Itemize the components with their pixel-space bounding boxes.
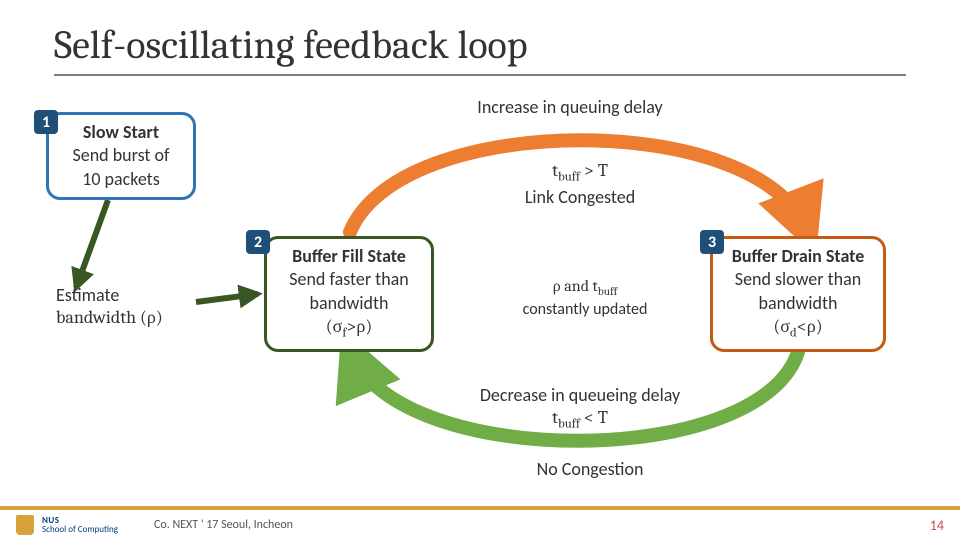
annot-bottom-tbuff: tbuff < T <box>430 407 730 433</box>
box3-line2: Send slower than <box>723 268 873 291</box>
annot-top-tbuff: tbuff > T <box>470 160 690 186</box>
annot-top-label: Increase in queuing delay <box>410 96 730 119</box>
title-block: Self-oscillating feedback loop <box>54 22 906 76</box>
nus-logo-text: NUS School of Computing <box>42 516 118 534</box>
box1-title: Slow Start <box>59 121 183 144</box>
annot-no-congestion: No Congestion <box>500 458 680 481</box>
annot-mid-l1: ρ and tbuff <box>490 276 680 300</box>
box1-line3: 10 packets <box>59 168 183 191</box>
annot-bottom-label: Decrease in queueing delay tbuff < T <box>430 384 730 432</box>
box3-formula: (σd<ρ) <box>723 315 873 342</box>
slide-title: Self-oscillating feedback loop <box>54 22 906 68</box>
state-box-slow-start: Slow Start Send burst of 10 packets <box>46 112 196 200</box>
footer-conference: Co. NEXT ' 17 Seoul, Incheon <box>154 518 293 532</box>
title-underline <box>54 74 906 76</box>
box2-line2: Send faster than <box>277 268 421 291</box>
box2-formula: (σf>ρ) <box>277 315 421 342</box>
nus-logo-icon <box>16 515 34 535</box>
box3-line3: bandwidth <box>723 292 873 315</box>
footer-left: NUS School of Computing Co. NEXT ' 17 Se… <box>16 515 293 535</box>
annot-estimate-bandwidth: Estimate bandwidth (ρ) <box>56 284 196 329</box>
badge-2: 2 <box>246 230 270 254</box>
annot-top-congested: tbuff > T Link Congested <box>470 160 690 208</box>
box1-line2: Send burst of <box>59 144 183 167</box>
state-box-buffer-fill: Buffer Fill State Send faster than bandw… <box>264 236 434 352</box>
annot-mid: ρ and tbuff constantly updated <box>490 276 680 320</box>
footer-bar: NUS School of Computing Co. NEXT ' 17 Se… <box>0 506 960 540</box>
badge-3: 3 <box>700 230 724 254</box>
page-number: 14 <box>930 517 944 534</box>
box2-line3: bandwidth <box>277 292 421 315</box>
box2-title: Buffer Fill State <box>277 245 421 268</box>
badge-1: 1 <box>34 110 58 134</box>
state-box-buffer-drain: Buffer Drain State Send slower than band… <box>710 236 886 352</box>
box3-title: Buffer Drain State <box>723 245 873 268</box>
